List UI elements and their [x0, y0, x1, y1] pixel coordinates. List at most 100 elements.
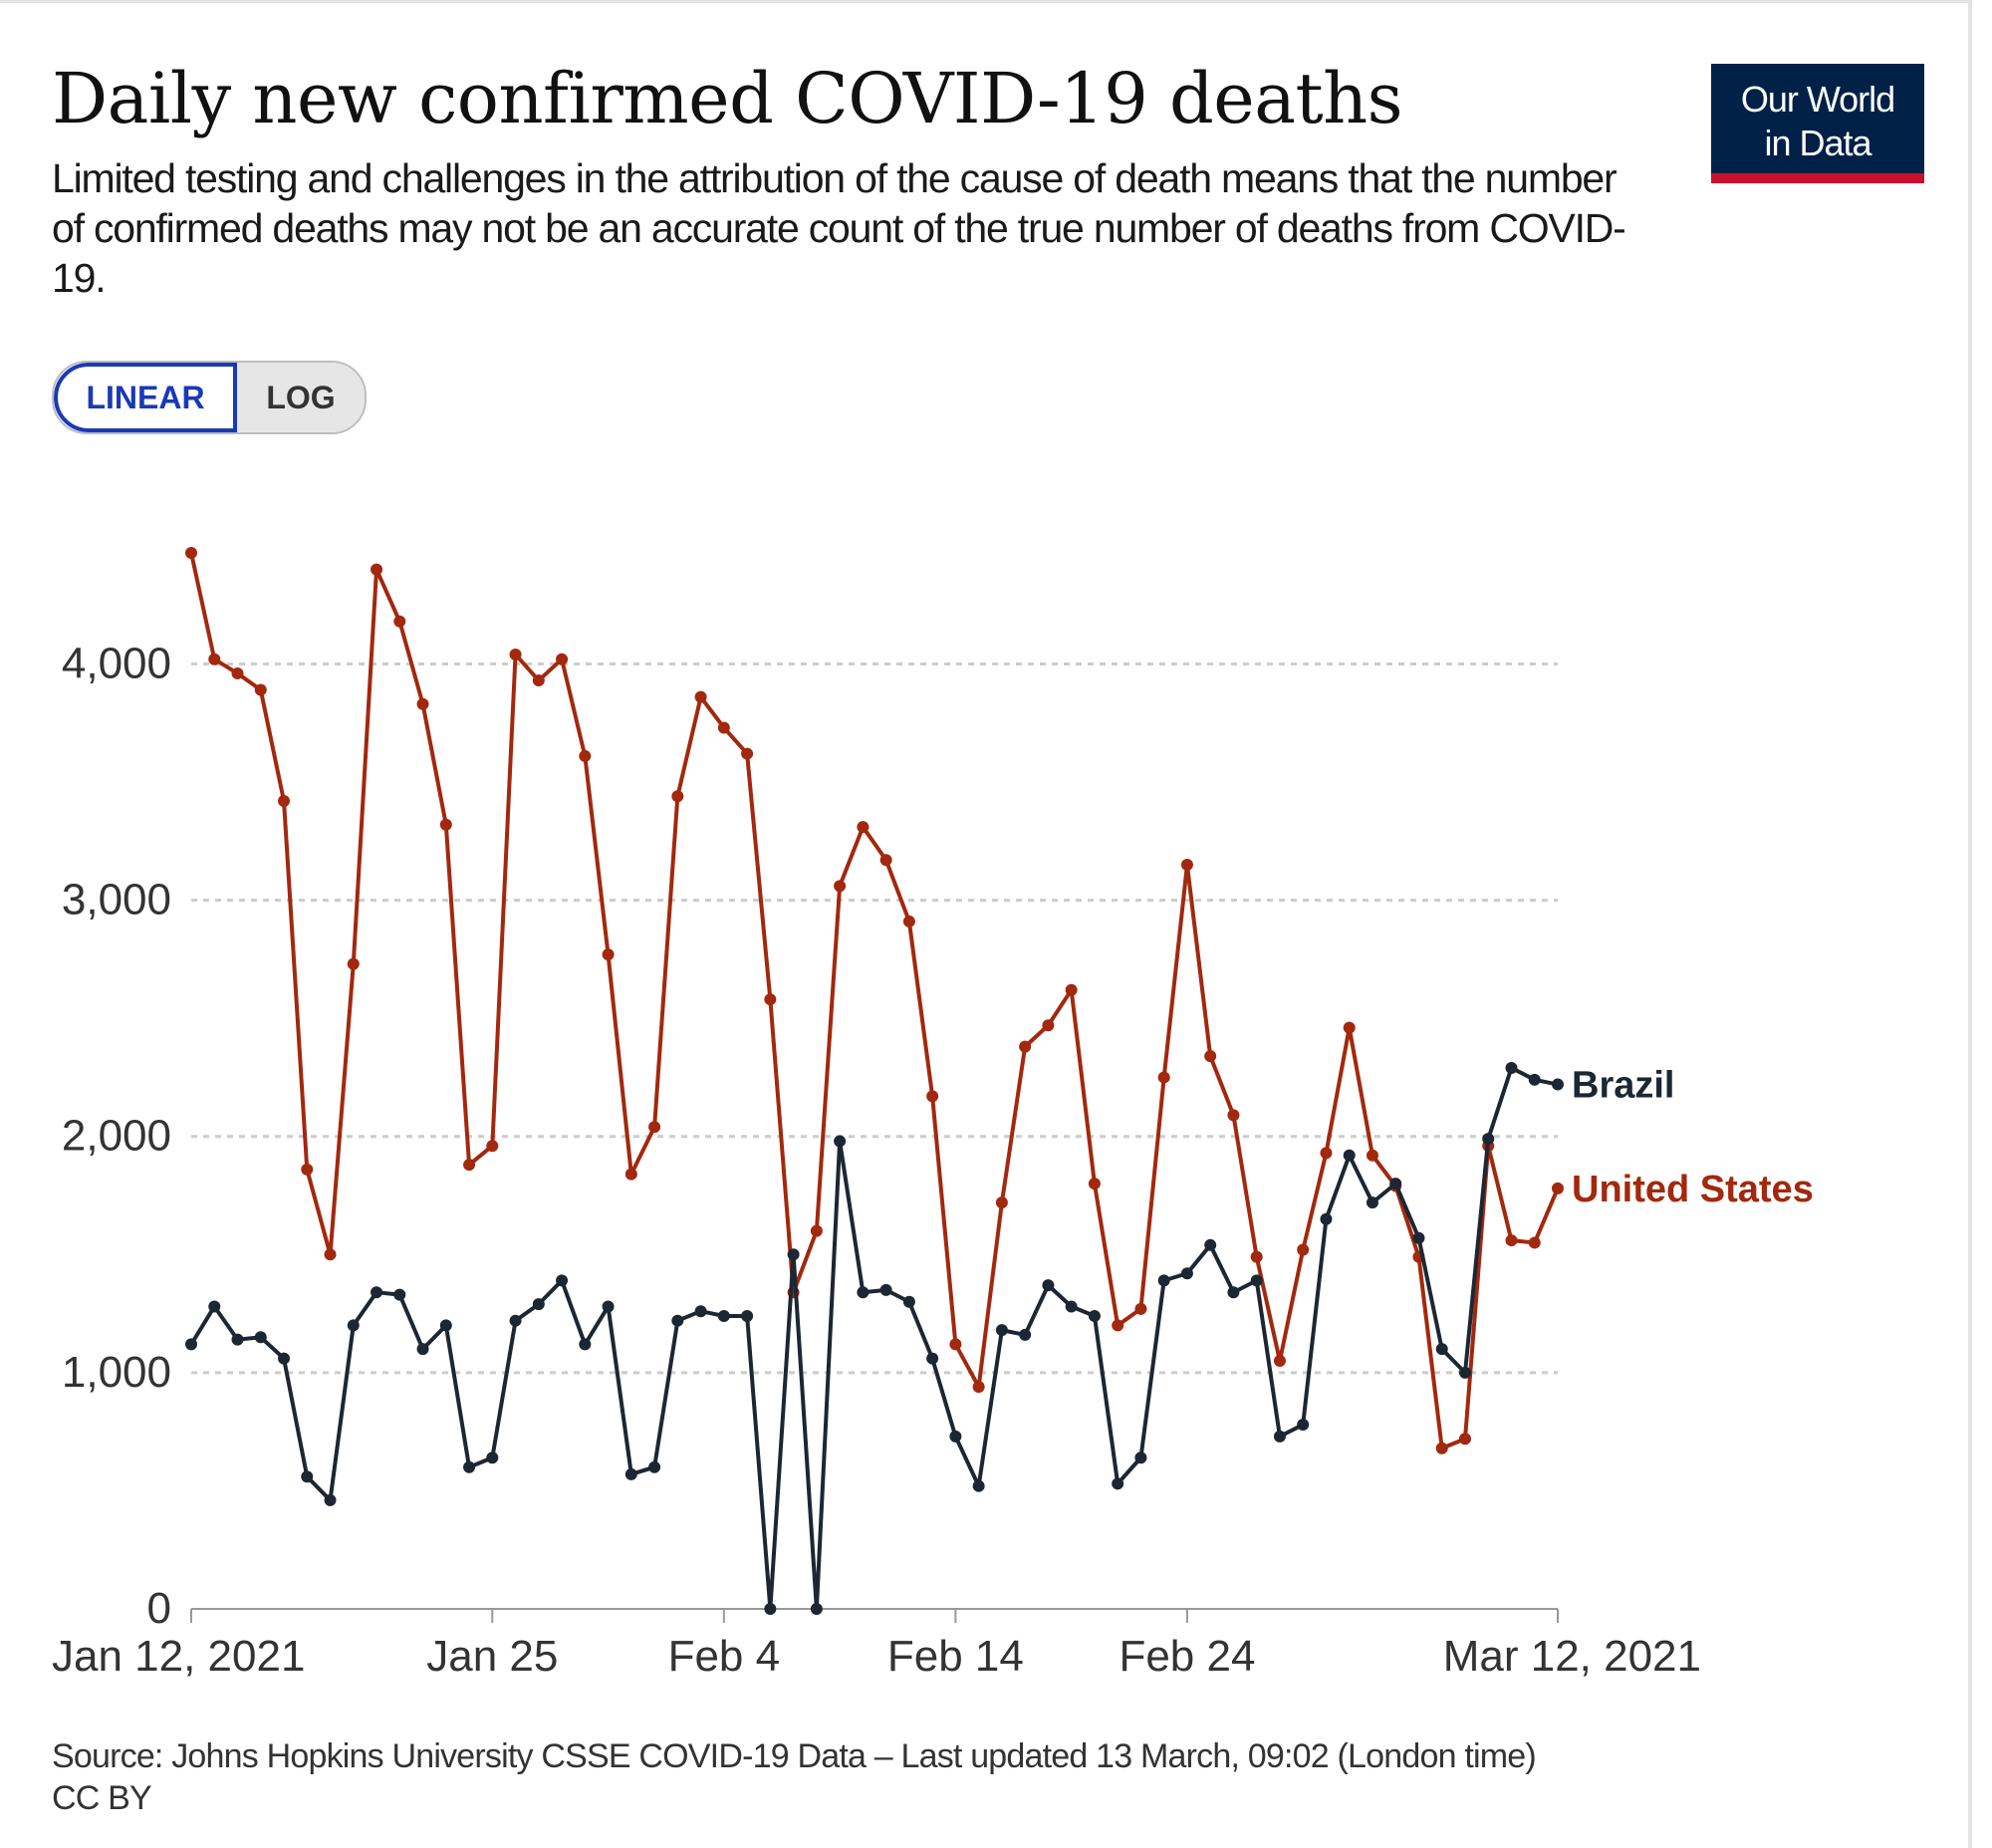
- data-point: [347, 1319, 360, 1332]
- data-point: [1528, 1073, 1541, 1086]
- data-point: [278, 1352, 291, 1365]
- data-point: [1297, 1419, 1310, 1432]
- data-point: [185, 1338, 197, 1351]
- x-tick-label: Feb 14: [887, 1632, 1024, 1681]
- data-point: [741, 747, 754, 760]
- data-point: [371, 1286, 383, 1299]
- linear-scale-button[interactable]: LINEAR: [54, 363, 237, 432]
- data-point: [1250, 1250, 1263, 1263]
- data-point: [1180, 859, 1193, 872]
- data-point: [1134, 1302, 1147, 1315]
- data-point: [1482, 1133, 1495, 1146]
- data-point: [1227, 1286, 1240, 1299]
- data-point: [857, 1286, 870, 1299]
- license-text[interactable]: CC BY: [52, 1779, 152, 1817]
- data-point: [949, 1338, 962, 1351]
- data-point: [926, 1352, 939, 1365]
- data-point: [1458, 1433, 1471, 1446]
- data-point: [1065, 1300, 1078, 1313]
- x-tick-label: Mar 12, 2021: [1443, 1632, 1701, 1681]
- data-point: [1458, 1366, 1471, 1379]
- chart-title: Daily new confirmed COVID-19 deaths: [52, 58, 1403, 139]
- data-point: [1320, 1212, 1333, 1225]
- log-scale-button[interactable]: LOG: [237, 363, 365, 432]
- data-point: [741, 1309, 754, 1322]
- data-point: [671, 1314, 684, 1327]
- data-point: [1065, 983, 1078, 996]
- owid-logo[interactable]: Our World in Data: [1711, 64, 1924, 183]
- data-point: [579, 1338, 592, 1351]
- logo-line-2: in Data: [1764, 123, 1871, 163]
- data-point: [810, 1603, 823, 1615]
- data-point: [393, 615, 406, 628]
- data-point: [532, 1298, 545, 1311]
- data-point: [1297, 1243, 1310, 1256]
- data-point: [579, 749, 592, 762]
- data-point: [1088, 1309, 1101, 1322]
- data-point: [602, 948, 615, 961]
- data-point: [902, 915, 915, 927]
- data-point: [1343, 1149, 1356, 1162]
- y-tick-label: 4,000: [62, 639, 171, 687]
- y-tick-label: 1,000: [62, 1348, 171, 1397]
- data-point: [1320, 1147, 1333, 1160]
- data-point: [463, 1159, 476, 1172]
- data-point: [648, 1121, 661, 1134]
- data-point: [1088, 1178, 1101, 1190]
- data-point: [764, 993, 777, 1006]
- x-tick-label: Feb 24: [1119, 1632, 1255, 1681]
- data-point: [1180, 1267, 1193, 1280]
- data-point: [416, 1343, 429, 1356]
- data-point: [902, 1295, 915, 1308]
- data-point: [1157, 1071, 1170, 1084]
- data-point: [509, 1314, 522, 1327]
- x-tick-label: Jan 25: [426, 1632, 558, 1681]
- source-note: Source: Johns Hopkins University CSSE CO…: [52, 1735, 1537, 1819]
- data-point: [995, 1324, 1008, 1337]
- data-point: [231, 1333, 244, 1346]
- logo-line-1: Our World: [1740, 79, 1895, 120]
- data-point: [556, 1274, 569, 1287]
- data-point: [1204, 1050, 1217, 1063]
- line-chart: 0 1,000 2,000 3,000 4,000 Jan 12, 2021 Jan 25 F…: [52, 547, 1814, 1681]
- data-point: [1112, 1477, 1124, 1490]
- data-point: [208, 1300, 221, 1313]
- data-point: [208, 653, 221, 665]
- data-point: [1389, 1178, 1402, 1190]
- data-point: [1552, 1182, 1564, 1194]
- data-point: [486, 1140, 499, 1153]
- data-point: [301, 1470, 314, 1483]
- data-point: [439, 1319, 452, 1332]
- data-point: [1227, 1109, 1240, 1122]
- data-point: [1204, 1238, 1217, 1251]
- data-point: [278, 794, 291, 807]
- data-point: [393, 1288, 406, 1301]
- data-point: [694, 1305, 707, 1318]
- y-tick-label: 3,000: [62, 876, 171, 924]
- source-text[interactable]: Source: Johns Hopkins University CSSE CO…: [52, 1737, 1537, 1775]
- data-point: [416, 697, 429, 710]
- data-point: [1042, 1279, 1055, 1292]
- data-point: [787, 1248, 800, 1261]
- data-point: [301, 1163, 314, 1176]
- data-point: [463, 1460, 476, 1473]
- y-tick-label: 2,000: [62, 1112, 171, 1161]
- data-point: [532, 674, 545, 687]
- data-point: [486, 1452, 499, 1464]
- x-tick-label: Feb 4: [668, 1632, 781, 1681]
- data-point: [509, 648, 522, 660]
- data-point: [1505, 1234, 1518, 1247]
- data-point: [1366, 1196, 1378, 1209]
- data-point: [254, 1331, 267, 1344]
- data-point: [439, 818, 452, 831]
- data-point: [1528, 1236, 1541, 1249]
- data-point: [1112, 1319, 1124, 1332]
- data-point: [764, 1603, 777, 1615]
- data-point: [648, 1460, 661, 1473]
- data-point: [1273, 1430, 1286, 1443]
- data-point: [185, 547, 197, 559]
- data-point: [1435, 1442, 1448, 1454]
- data-point: [1552, 1078, 1564, 1091]
- data-point: [1019, 1040, 1032, 1053]
- data-point: [1412, 1231, 1425, 1244]
